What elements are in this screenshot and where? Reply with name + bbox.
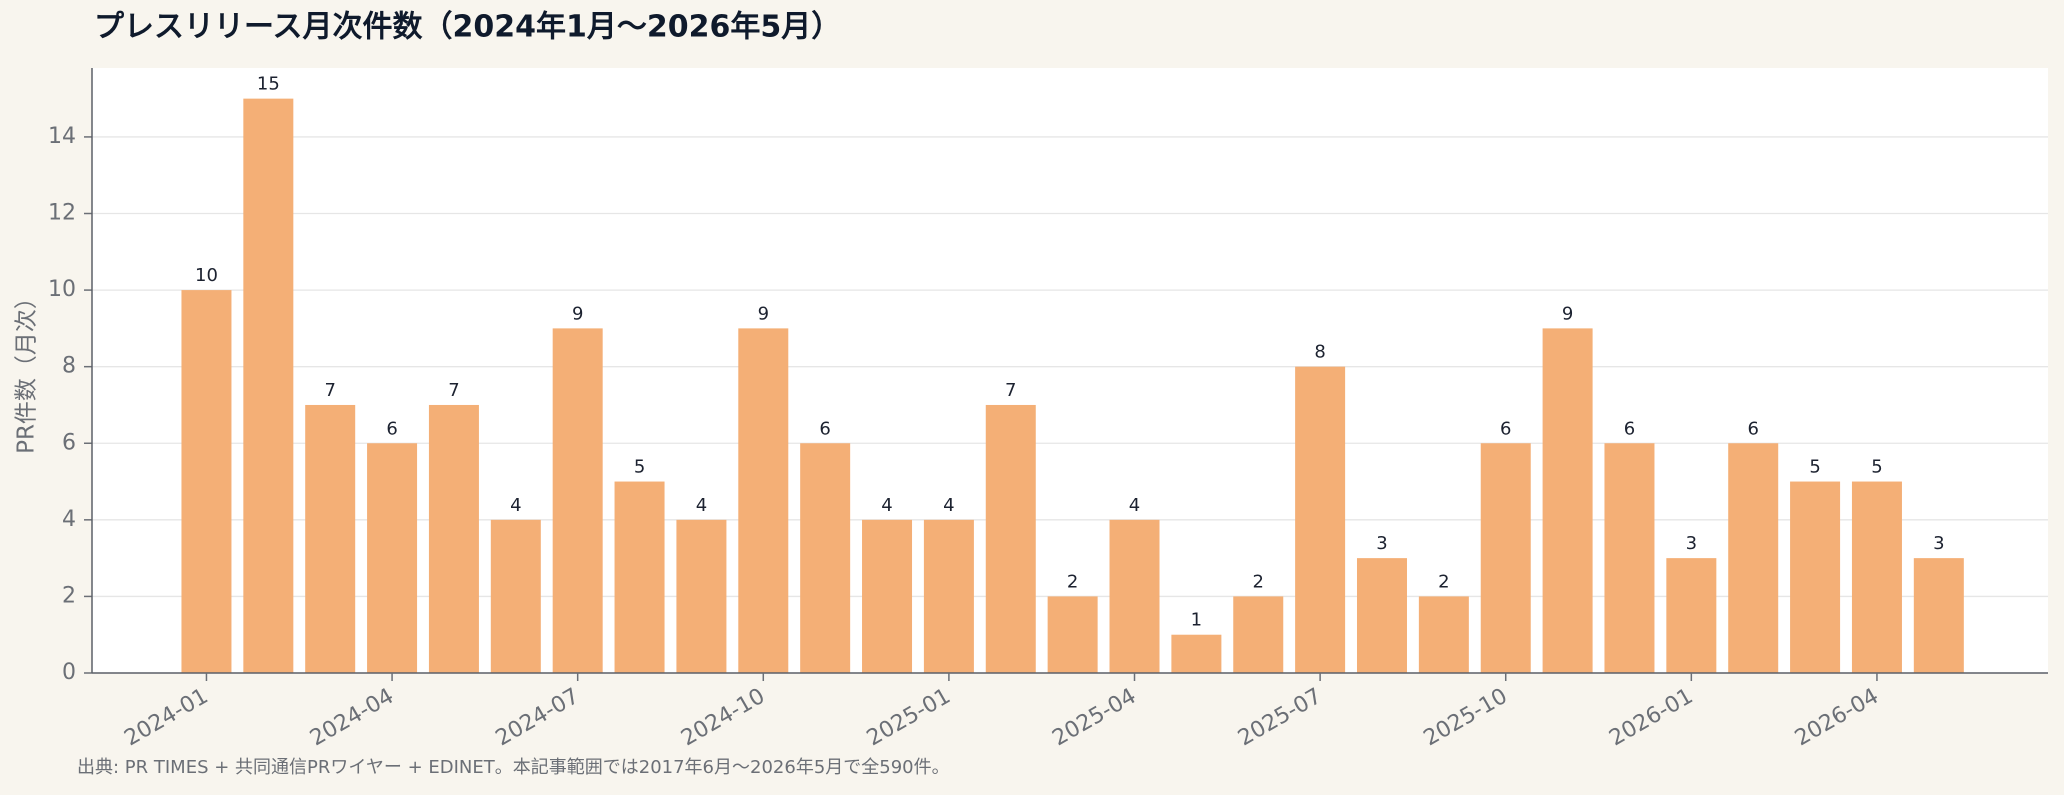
y-tick-label: 8 [62,354,76,379]
value-label: 9 [758,303,769,324]
bar [985,404,1036,673]
value-label: 4 [943,495,954,516]
value-label: 3 [1933,533,1944,554]
x-tick-label: 2025-07 [1234,684,1326,752]
bar [1418,596,1469,673]
bar [1109,519,1160,673]
value-label: 6 [386,418,397,439]
value-label: 4 [510,495,521,516]
x-tick-label: 2024-04 [306,684,398,752]
bar [1356,558,1407,673]
value-label: 7 [324,380,335,401]
bar [1233,596,1284,673]
bar [1790,481,1841,673]
x-tick-label: 2024-07 [492,684,584,752]
value-label: 10 [195,265,218,286]
value-label: 2 [1253,571,1264,592]
x-tick-label: 2024-01 [120,684,212,752]
bar [428,404,479,673]
bar [305,404,356,673]
value-label: 5 [1871,457,1882,478]
bar [738,328,789,673]
value-label: 6 [819,418,830,439]
bar [490,519,541,673]
source-note: 出典: PR TIMES + 共同通信PRワイヤー + EDINET。本記事範囲… [77,757,950,778]
bar [800,443,851,673]
bar [1913,558,1964,673]
y-tick-label: 6 [62,430,76,455]
y-tick-label: 12 [48,201,76,226]
x-tick-label: 2026-04 [1791,684,1883,752]
bar [923,519,974,673]
y-tick-label: 14 [48,124,76,149]
value-label: 9 [572,303,583,324]
bar [862,519,913,673]
x-tick-label: 2025-01 [863,684,955,752]
y-tick-label: 2 [62,583,76,608]
x-tick-label: 2026-01 [1605,684,1697,752]
bar [1295,366,1346,673]
bar [181,290,232,673]
value-label: 5 [1809,457,1820,478]
x-tick-label: 2025-04 [1048,684,1140,752]
bar [367,443,418,673]
value-label: 4 [881,495,892,516]
plot-area [92,68,2048,673]
x-tick-label: 2024-10 [677,684,769,752]
value-label: 7 [448,380,459,401]
value-label: 8 [1314,342,1325,363]
x-tick-label: 2025-10 [1420,684,1512,752]
value-label: 3 [1376,533,1387,554]
y-axis-label: PR件数（月次） [14,286,40,454]
value-label: 2 [1067,571,1078,592]
value-label: 4 [696,495,707,516]
bar [243,98,294,673]
bar [1851,481,1902,673]
value-label: 6 [1500,418,1511,439]
value-label: 9 [1562,303,1573,324]
chart-title: プレスリリース月次件数（2024年1月〜2026年5月） [94,10,841,45]
value-label: 15 [257,74,280,95]
bar [1542,328,1593,673]
value-label: 4 [1129,495,1140,516]
bar [1480,443,1531,673]
bar [552,328,603,673]
value-label: 6 [1624,418,1635,439]
value-label: 3 [1686,533,1697,554]
value-label: 5 [634,457,645,478]
bar [1728,443,1779,673]
value-label: 2 [1438,571,1449,592]
bar [676,519,727,673]
bar [1604,443,1655,673]
bar [1171,634,1222,673]
y-tick-label: 0 [62,660,76,685]
y-tick-label: 10 [48,277,76,302]
value-label: 6 [1747,418,1758,439]
value-label: 1 [1191,610,1202,631]
bar [614,481,665,673]
value-label: 7 [1005,380,1016,401]
bar [1047,596,1098,673]
y-tick-label: 4 [62,507,76,532]
bar [1666,558,1717,673]
